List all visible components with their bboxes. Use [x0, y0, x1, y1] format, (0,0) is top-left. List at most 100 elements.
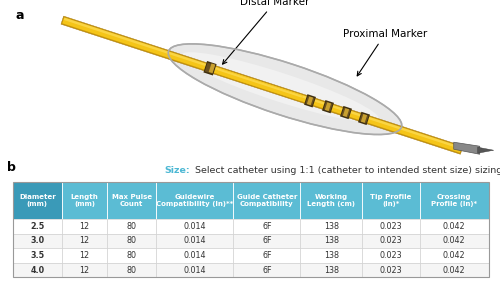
- Bar: [156, 234, 234, 248]
- Text: 12: 12: [80, 266, 90, 275]
- Text: Diameter
(mm): Diameter (mm): [19, 194, 56, 207]
- Text: 12: 12: [80, 222, 90, 231]
- Polygon shape: [205, 63, 215, 74]
- Polygon shape: [304, 94, 316, 107]
- Text: 6F: 6F: [262, 222, 272, 231]
- Text: 80: 80: [126, 251, 136, 260]
- Polygon shape: [217, 68, 303, 101]
- Text: 2.5: 2.5: [30, 222, 44, 231]
- Text: 138: 138: [324, 222, 339, 231]
- Bar: [420, 263, 489, 277]
- Bar: [420, 248, 489, 263]
- Text: 0.014: 0.014: [184, 266, 206, 275]
- Text: 80: 80: [126, 222, 136, 231]
- Text: Select catheter using 1:1 (catheter to intended stent size) sizing protocol: Select catheter using 1:1 (catheter to i…: [192, 166, 500, 175]
- Text: 6F: 6F: [262, 251, 272, 260]
- Polygon shape: [208, 63, 216, 73]
- Ellipse shape: [181, 52, 379, 122]
- Bar: [362, 182, 420, 219]
- Bar: [362, 234, 420, 248]
- Polygon shape: [358, 112, 370, 125]
- Text: 0.023: 0.023: [380, 266, 402, 275]
- Text: 0.042: 0.042: [443, 266, 466, 275]
- Text: 0.023: 0.023: [380, 251, 402, 260]
- Bar: [300, 182, 362, 219]
- Bar: [156, 248, 234, 263]
- Text: 138: 138: [324, 251, 339, 260]
- Text: 6F: 6F: [262, 237, 272, 246]
- Bar: [300, 248, 362, 263]
- Bar: [107, 248, 156, 263]
- Bar: [234, 182, 300, 219]
- Text: Crossing
Profile (In)*: Crossing Profile (In)*: [431, 194, 478, 207]
- Ellipse shape: [168, 44, 402, 135]
- Text: Length
(mm): Length (mm): [70, 194, 99, 207]
- Text: Proximal Marker: Proximal Marker: [343, 29, 427, 76]
- Text: 12: 12: [80, 237, 90, 246]
- Polygon shape: [343, 108, 349, 117]
- Bar: [12, 182, 62, 219]
- Polygon shape: [306, 96, 314, 106]
- Text: Guidewire
Compatibility (In)**: Guidewire Compatibility (In)**: [156, 194, 234, 207]
- Bar: [12, 182, 489, 277]
- Polygon shape: [204, 61, 216, 76]
- Polygon shape: [322, 100, 334, 113]
- Bar: [234, 263, 300, 277]
- Polygon shape: [61, 16, 463, 154]
- Bar: [62, 182, 107, 219]
- Polygon shape: [342, 108, 350, 117]
- Polygon shape: [62, 18, 462, 153]
- Bar: [107, 234, 156, 248]
- Text: 3.5: 3.5: [30, 251, 44, 260]
- Text: Size:: Size:: [164, 166, 190, 175]
- Bar: [420, 234, 489, 248]
- Text: 4.0: 4.0: [30, 266, 44, 275]
- Text: 80: 80: [126, 237, 136, 246]
- Bar: [362, 248, 420, 263]
- Text: 0.014: 0.014: [184, 222, 206, 231]
- Text: 138: 138: [324, 266, 339, 275]
- Bar: [156, 182, 234, 219]
- Bar: [62, 263, 107, 277]
- Text: 138: 138: [324, 237, 339, 246]
- Bar: [234, 248, 300, 263]
- Polygon shape: [340, 106, 352, 119]
- Polygon shape: [324, 102, 332, 112]
- Polygon shape: [360, 114, 368, 123]
- Bar: [420, 219, 489, 234]
- Bar: [362, 263, 420, 277]
- Text: 0.023: 0.023: [380, 237, 402, 246]
- Text: 3.0: 3.0: [30, 237, 44, 246]
- Text: 0.023: 0.023: [380, 222, 402, 231]
- Text: Max Pulse
Count: Max Pulse Count: [112, 194, 152, 207]
- Text: Working
Length (cm): Working Length (cm): [308, 194, 356, 207]
- Text: 0.014: 0.014: [184, 237, 206, 246]
- Bar: [12, 234, 62, 248]
- Bar: [234, 234, 300, 248]
- Bar: [107, 219, 156, 234]
- Text: 0.042: 0.042: [443, 237, 466, 246]
- Bar: [62, 248, 107, 263]
- Text: 0.042: 0.042: [443, 222, 466, 231]
- Polygon shape: [454, 142, 479, 154]
- Bar: [156, 219, 234, 234]
- Bar: [62, 234, 107, 248]
- Text: a: a: [15, 9, 24, 22]
- Polygon shape: [325, 102, 331, 111]
- Polygon shape: [361, 114, 367, 123]
- Polygon shape: [218, 69, 302, 98]
- Text: 12: 12: [80, 251, 90, 260]
- Text: 6F: 6F: [262, 266, 272, 275]
- Bar: [300, 234, 362, 248]
- Bar: [12, 219, 62, 234]
- Bar: [12, 263, 62, 277]
- Text: b: b: [7, 161, 16, 174]
- Text: 0.042: 0.042: [443, 251, 466, 260]
- Bar: [107, 182, 156, 219]
- Polygon shape: [307, 96, 313, 105]
- Text: 0.014: 0.014: [184, 251, 206, 260]
- Text: Distal Marker: Distal Marker: [222, 0, 310, 64]
- Bar: [300, 219, 362, 234]
- Text: Tip Profile
(In)*: Tip Profile (In)*: [370, 194, 412, 207]
- Polygon shape: [478, 147, 494, 153]
